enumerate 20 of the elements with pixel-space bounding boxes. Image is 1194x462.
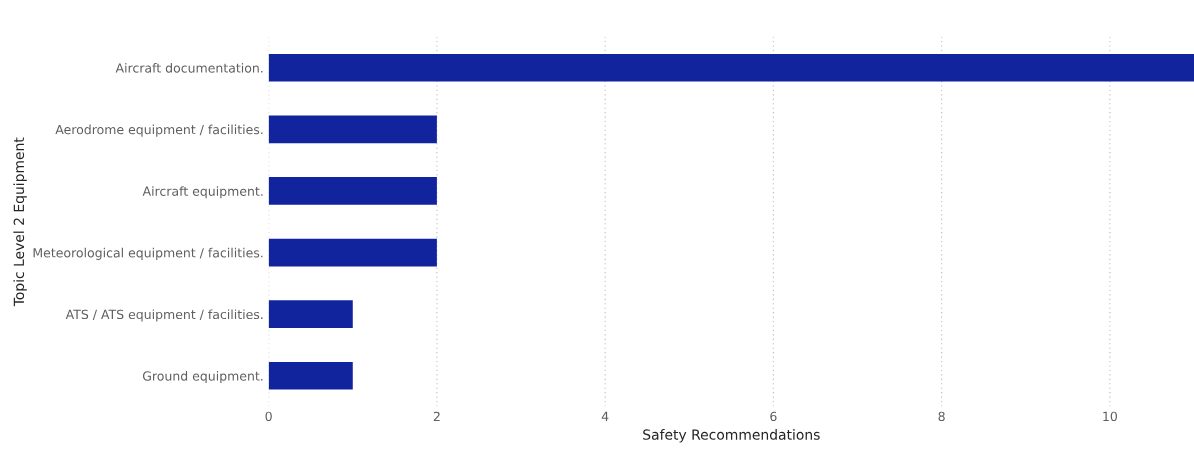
x-tick-label: 4 <box>601 411 609 421</box>
y-tick-label: Aerodrome equipment / facilities. <box>55 124 263 137</box>
x-axis-title: Safety Recommendations <box>643 429 820 443</box>
y-tick-label: Ground equipment. <box>142 371 263 384</box>
x-tick-label: 6 <box>770 411 777 422</box>
bar <box>268 177 437 205</box>
y-tick-label: ATS / ATS equipment / facilities. <box>65 309 263 322</box>
x-tick-label: 2 <box>433 411 440 421</box>
x-tick-label: 8 <box>938 411 945 422</box>
y-axis-title: Topic Level 2 Equipment <box>13 137 27 307</box>
bar <box>268 238 437 267</box>
bar <box>268 53 1194 82</box>
x-tick-label: 10 <box>1103 411 1117 422</box>
y-tick-label: Aircraft documentation. <box>115 63 263 73</box>
y-tick-label: Aircraft equipment. <box>142 186 263 199</box>
y-tick-label: Meteorological equipment / facilities. <box>33 247 263 260</box>
bar <box>268 300 353 329</box>
bar <box>268 361 353 390</box>
x-tick-label: 0 <box>265 411 272 422</box>
bar <box>268 115 437 144</box>
